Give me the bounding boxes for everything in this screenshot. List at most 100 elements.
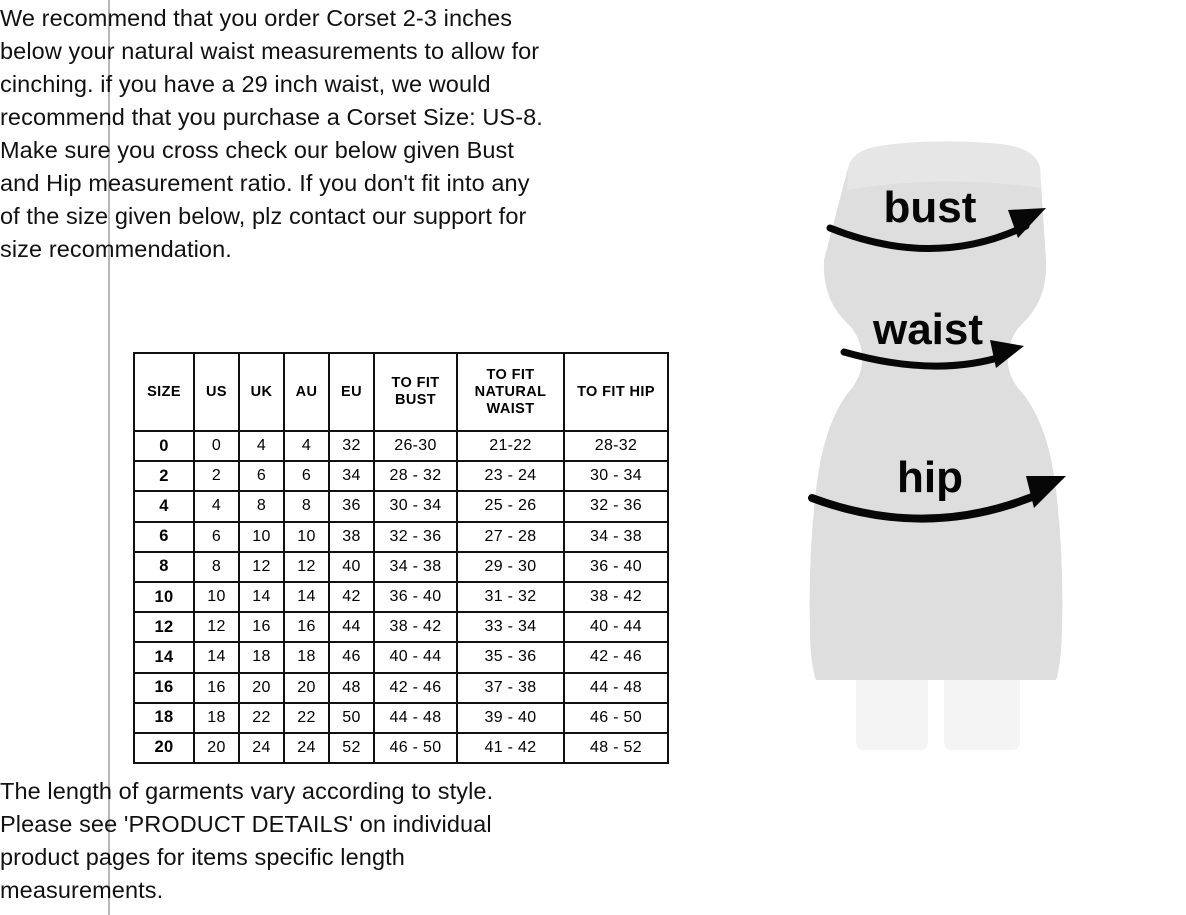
cell-bust: 26-30 — [373, 429, 458, 463]
table-row: 4 4 8 8 36 30 - 34 25 - 26 32 - 36 — [133, 490, 669, 523]
size-table-container: SIZE US UK AU EU TO FIT BUST TO FIT NATU… — [133, 352, 669, 765]
cell-size: 16 — [133, 671, 195, 704]
cell-us: 12 — [193, 611, 240, 644]
cell-bust: 36 - 40 — [373, 580, 458, 614]
cell-hip: 30 - 34 — [563, 460, 669, 493]
cell-waist: 21-22 — [456, 429, 565, 463]
cell-size: 6 — [133, 520, 195, 553]
waist-measurement-group: waist — [840, 305, 1024, 370]
cell-bust: 40 - 44 — [373, 641, 458, 674]
size-table-body: 0 0 4 4 32 26-30 21-22 28-32 2 2 6 6 34 28 - 32 23 - 2… — [133, 429, 669, 765]
cell-hip: 36 - 40 — [563, 550, 669, 583]
bust-arrow-line — [826, 222, 1030, 252]
cell-us: 4 — [193, 490, 240, 523]
cell-hip: 28-32 — [563, 429, 669, 463]
cell-size: 8 — [133, 550, 195, 583]
cell-hip: 48 - 52 — [563, 731, 669, 765]
cell-waist: 41 - 42 — [456, 731, 565, 765]
column-header-us: US — [193, 352, 240, 432]
cell-au: 22 — [283, 701, 330, 734]
cell-size: 10 — [133, 580, 195, 614]
cell-uk: 22 — [238, 701, 285, 734]
cell-eu: 36 — [328, 490, 375, 523]
measurement-figure: bust waist hip — [760, 110, 1140, 790]
left-vertical-divider — [108, 0, 110, 915]
cell-uk: 14 — [238, 580, 285, 614]
hip-arrow-head — [1026, 476, 1066, 508]
bust-measurement-group: bust — [826, 183, 1046, 252]
outro-paragraph: The length of garments vary according to… — [0, 778, 494, 903]
cell-eu: 40 — [328, 550, 375, 583]
cell-size: 4 — [133, 490, 195, 523]
cell-us: 18 — [193, 701, 240, 734]
cell-us: 10 — [193, 580, 240, 614]
cell-us: 16 — [193, 671, 240, 704]
cell-eu: 48 — [328, 671, 375, 704]
column-header-bust: TO FIT BUST — [373, 352, 458, 432]
cell-size: 20 — [133, 731, 195, 765]
cell-hip: 34 - 38 — [563, 520, 669, 553]
cell-bust: 42 - 46 — [373, 671, 458, 704]
cell-waist: 31 - 32 — [456, 580, 565, 614]
table-row: 0 0 4 4 32 26-30 21-22 28-32 — [133, 429, 669, 463]
hip-measurement-group: hip — [808, 453, 1066, 523]
cell-eu: 46 — [328, 641, 375, 674]
cell-au: 20 — [283, 671, 330, 704]
cell-uk: 4 — [238, 429, 285, 463]
cell-au: 6 — [283, 460, 330, 493]
cell-us: 8 — [193, 550, 240, 583]
bust-arrow-head — [1008, 208, 1046, 238]
cell-us: 6 — [193, 520, 240, 553]
cell-hip: 42 - 46 — [563, 641, 669, 674]
cell-waist: 25 - 26 — [456, 490, 565, 523]
cell-bust: 32 - 36 — [373, 520, 458, 553]
cell-waist: 27 - 28 — [456, 520, 565, 553]
cell-eu: 44 — [328, 611, 375, 644]
cell-bust: 30 - 34 — [373, 490, 458, 523]
cell-eu: 32 — [328, 429, 375, 463]
cell-bust: 38 - 42 — [373, 611, 458, 644]
hip-arrow-line — [808, 488, 1048, 523]
size-table: SIZE US UK AU EU TO FIT BUST TO FIT NATU… — [133, 352, 669, 765]
cell-waist: 29 - 30 — [456, 550, 565, 583]
cell-bust: 46 - 50 — [373, 731, 458, 765]
cell-bust: 44 - 48 — [373, 701, 458, 734]
cell-eu: 38 — [328, 520, 375, 553]
cell-au: 8 — [283, 490, 330, 523]
cell-bust: 34 - 38 — [373, 550, 458, 583]
cell-uk: 12 — [238, 550, 285, 583]
cell-uk: 18 — [238, 641, 285, 674]
cell-eu: 34 — [328, 460, 375, 493]
cell-uk: 16 — [238, 611, 285, 644]
waist-arrow-line — [840, 348, 1008, 370]
table-row: 12 12 16 16 44 38 - 42 33 - 34 40 - 44 — [133, 611, 669, 644]
cell-us: 2 — [193, 460, 240, 493]
cell-au: 4 — [283, 429, 330, 463]
table-row: 16 16 20 20 48 42 - 46 37 - 38 44 - 48 — [133, 671, 669, 704]
cell-hip: 32 - 36 — [563, 490, 669, 523]
waist-label: waist — [872, 305, 983, 354]
cell-waist: 35 - 36 — [456, 641, 565, 674]
cell-size: 14 — [133, 641, 195, 674]
cell-au: 16 — [283, 611, 330, 644]
cell-hip: 40 - 44 — [563, 611, 669, 644]
table-row: 2 2 6 6 34 28 - 32 23 - 24 30 - 34 — [133, 460, 669, 493]
cell-us: 0 — [193, 429, 240, 463]
cell-au: 18 — [283, 641, 330, 674]
cell-waist: 23 - 24 — [456, 460, 565, 493]
column-header-hip: TO FIT HIP — [563, 352, 669, 432]
cell-bust: 28 - 32 — [373, 460, 458, 493]
cell-size: 18 — [133, 701, 195, 734]
cell-uk: 8 — [238, 490, 285, 523]
table-row: 18 18 22 22 50 44 - 48 39 - 40 46 - 50 — [133, 701, 669, 734]
cell-eu: 42 — [328, 580, 375, 614]
cell-au: 12 — [283, 550, 330, 583]
cell-hip: 44 - 48 — [563, 671, 669, 704]
cell-waist: 37 - 38 — [456, 671, 565, 704]
cell-uk: 24 — [238, 731, 285, 765]
table-row: 10 10 14 14 42 36 - 40 31 - 32 38 - 42 — [133, 580, 669, 614]
cell-hip: 38 - 42 — [563, 580, 669, 614]
column-header-size: SIZE — [133, 352, 195, 432]
cell-hip: 46 - 50 — [563, 701, 669, 734]
